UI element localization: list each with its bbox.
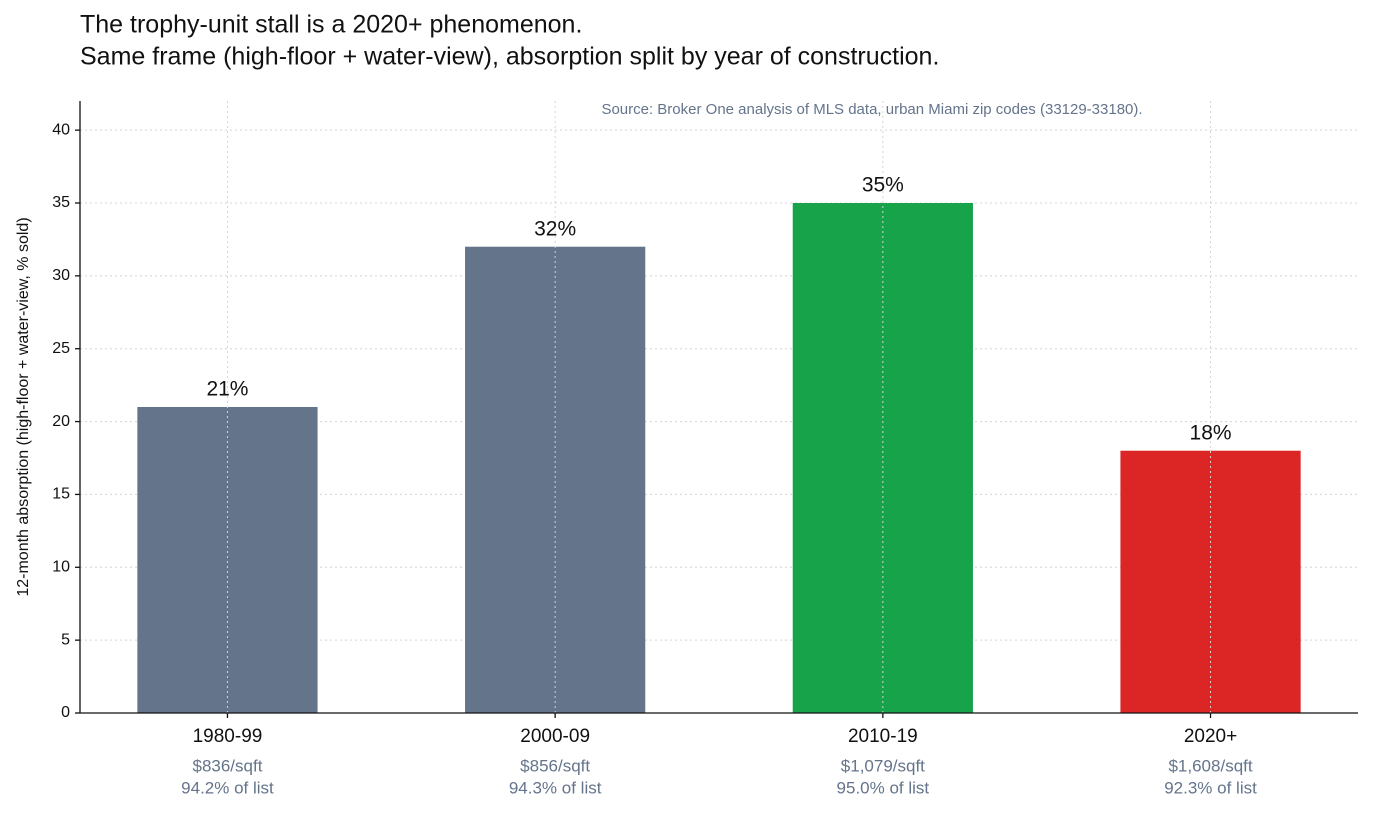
chart-title: The trophy-unit stall is a 2020+ phenome… xyxy=(80,11,582,39)
y-tick-label: 25 xyxy=(52,340,70,357)
price-label: $856/sqft xyxy=(520,756,590,775)
list-label: 94.2% of list xyxy=(181,778,274,797)
source-note: Source: Broker One analysis of MLS data,… xyxy=(601,101,1142,118)
y-tick-label: 10 xyxy=(52,559,70,576)
y-axis-label: 12-month absorption (high-floor + water-… xyxy=(15,217,32,596)
list-label: 94.3% of list xyxy=(509,778,602,797)
value-label: 21% xyxy=(206,378,248,401)
y-tick-label: 5 xyxy=(61,631,70,648)
y-tick-label: 40 xyxy=(52,121,70,138)
y-tick-label: 20 xyxy=(52,413,70,430)
list-label: 92.3% of list xyxy=(1164,778,1257,797)
y-tick-label: 15 xyxy=(52,486,70,503)
y-tick-label: 0 xyxy=(61,704,70,721)
x-tick-label: 1980-99 xyxy=(193,726,263,747)
price-label: $1,608/sqft xyxy=(1168,756,1252,775)
x-tick-label: 2020+ xyxy=(1184,726,1237,747)
x-tick-label: 2010-19 xyxy=(848,726,918,747)
price-label: $1,079/sqft xyxy=(841,756,925,775)
bar xyxy=(465,246,646,713)
y-tick-label: 30 xyxy=(52,267,70,284)
x-tick-label: 2000-09 xyxy=(520,726,590,747)
list-label: 95.0% of list xyxy=(837,778,930,797)
value-label: 32% xyxy=(534,217,576,240)
chart-subtitle: Same frame (high-floor + water-view), ab… xyxy=(80,43,939,71)
y-tick-label: 35 xyxy=(52,194,70,211)
value-label: 35% xyxy=(862,174,904,197)
price-label: $836/sqft xyxy=(192,756,262,775)
value-label: 18% xyxy=(1190,421,1232,444)
